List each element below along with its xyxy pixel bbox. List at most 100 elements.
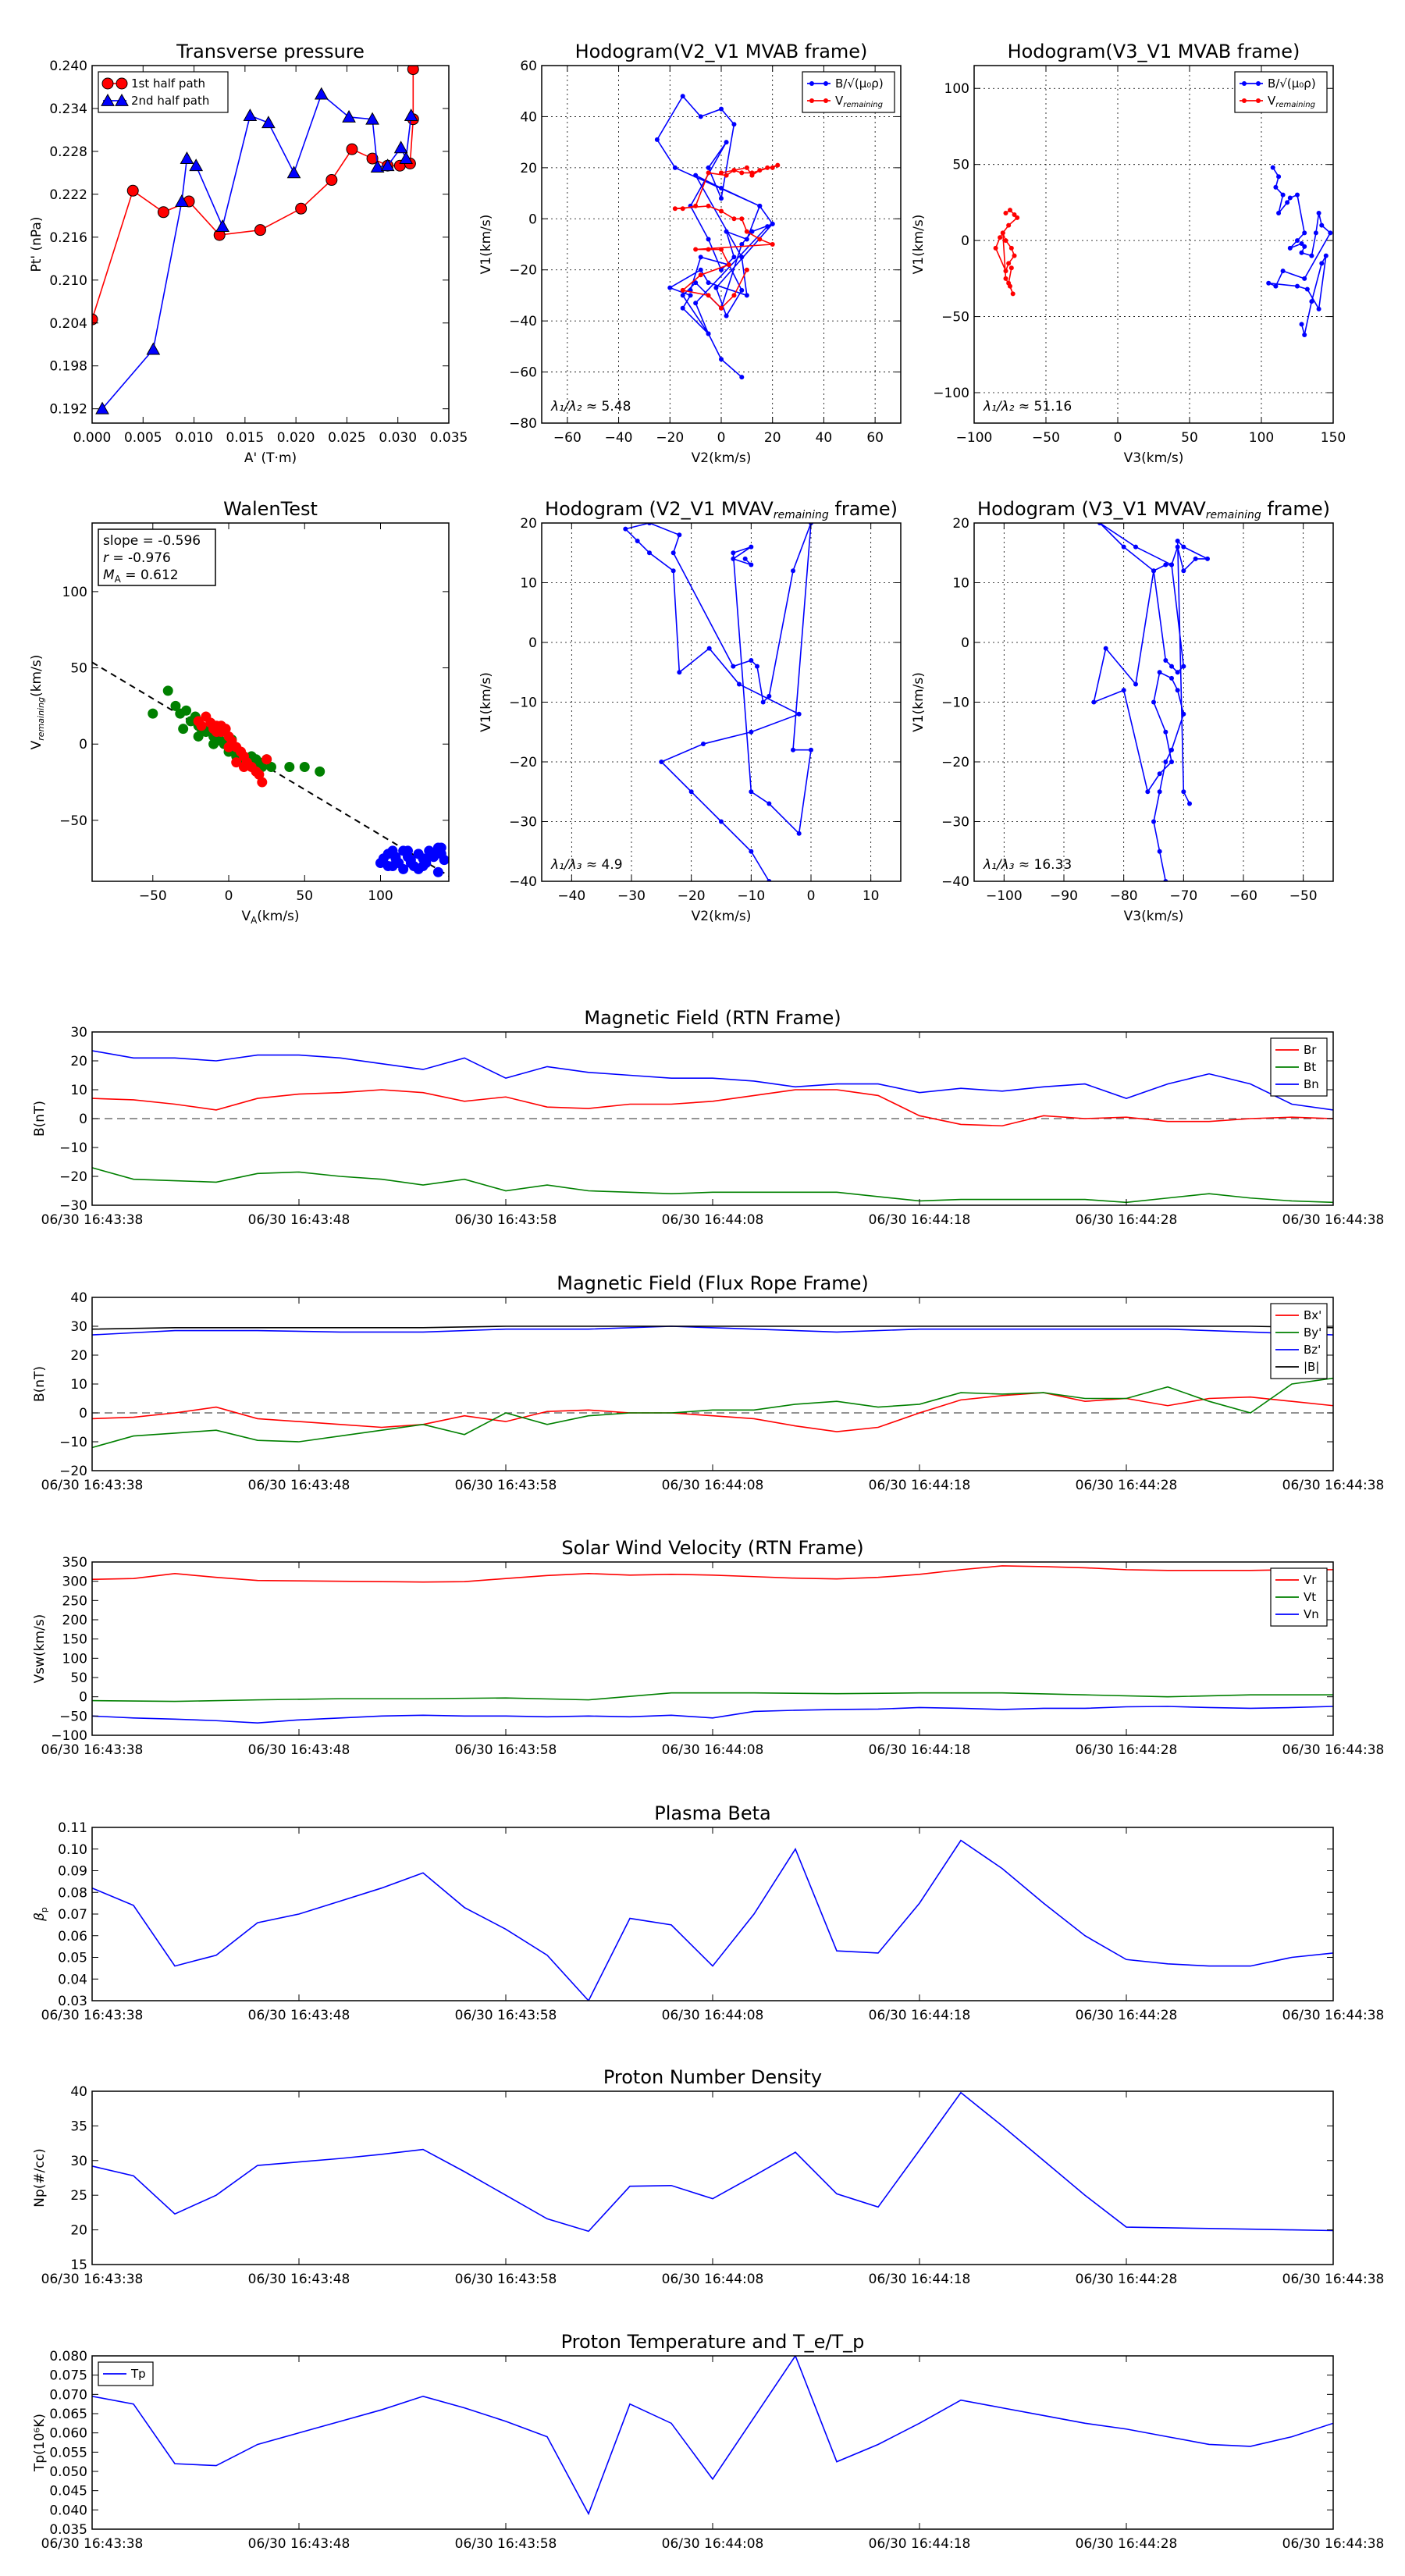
y-tick-label: 10 [952,576,969,592]
series-vr [92,1565,1333,1583]
y-tick-label: 100 [62,1651,87,1667]
data-point [744,237,749,242]
data-point [1133,681,1138,687]
data-point [1316,306,1321,311]
x-tick-label: 0.010 [175,430,213,446]
series-line [92,2091,1333,2233]
data-point [193,731,204,742]
axes-frame [91,1827,1334,2001]
data-point [1276,174,1282,180]
series-by- [92,1377,1333,1449]
data-point [286,165,301,179]
y-tick-label: 0.045 [49,2484,87,2500]
data-point [157,206,169,219]
x-tick-label: 06/30 16:43:38 [41,2008,144,2023]
data-point [739,254,745,260]
data-point [672,165,678,170]
data-point [399,151,414,164]
data-point [238,762,249,773]
data-point [1145,789,1151,795]
data-point [749,544,754,550]
y-axis-label: V1(km/s) [911,215,927,275]
series-tp [92,2356,1333,2516]
legend-label: Vr [1304,1573,1317,1587]
chart-beta: Plasma Beta 06/30 16:43:38 06/30 16:43:48 0… [32,1802,1384,2023]
y-tick-label: 50 [70,1670,87,1686]
series-line [92,1325,1333,1330]
axes-frame [91,65,450,424]
data-point [1319,261,1325,266]
data-point [731,556,736,561]
y-tick-label: −60 [509,365,537,381]
legend-label: 2nd half path [131,94,209,108]
y-tick-label: 0.09 [58,1864,87,1880]
y-tick-label: 0.050 [49,2464,87,2480]
data-point [1169,760,1174,764]
data-point [693,301,699,306]
data-point [706,170,711,176]
y-tick-label: 0 [79,1406,87,1421]
data-point [688,293,693,298]
y-tick-label: 50 [70,661,87,677]
series-line [92,1325,1333,1336]
y-tick-label: 0.222 [49,187,87,203]
series-vt [92,1692,1333,1703]
x-tick-label: 06/30 16:43:48 [248,2272,350,2287]
eigenvalue-ratio: λ₁/λ₃ ≈ 4.9 [550,857,623,873]
x-tick-label: 20 [764,430,781,446]
data-point [1302,244,1307,249]
y-axis-label: V1(km/s) [911,672,927,732]
x-tick-label: 0 [225,888,233,904]
y-axis-label: Tp(10⁶K) [32,2414,48,2472]
data-point [701,742,706,747]
x-tick-label: −20 [678,888,706,904]
data-point [706,331,711,336]
data-point [749,789,754,795]
y-tick-label: −20 [59,1464,87,1479]
x-tick-label: 06/30 16:43:38 [41,2272,144,2287]
y-tick-label: −20 [941,755,969,770]
data-point [95,401,109,415]
x-tick-label: 06/30 16:43:58 [455,1212,557,1228]
chart-title: Proton Temperature and T_e/T_p [561,2331,865,2353]
y-tick-label: 200 [62,1613,87,1628]
y-tick-label: 20 [70,1348,87,1364]
stats-line: MA = 0.612 [103,568,179,585]
x-tick-label: 06/30 16:43:58 [455,1478,557,1493]
y-axis-label: V1(km/s) [478,672,494,732]
data-point [680,94,685,99]
y-tick-label: 0.08 [58,1885,87,1901]
y-tick-label: 300 [62,1574,87,1590]
data-point [1181,544,1186,550]
legend-marker [809,81,814,86]
data-point [1169,675,1174,681]
data-point [731,122,737,127]
data-point [698,272,703,278]
y-tick-label: 0 [961,233,969,249]
chart-tp10: Proton Temperature and T_e/T_p 06/30 16:4… [32,2331,1384,2552]
data-point [770,221,775,226]
chart-title: Hodogram(V3_V1 MVAB frame) [1008,41,1300,62]
x-tick-label: 06/30 16:43:48 [248,1478,350,1493]
series-bx- [92,1392,1333,1432]
data-point [719,247,724,252]
data-point [148,708,158,719]
data-point [796,831,802,836]
data-point [719,186,724,191]
y-tick-label: 10 [520,576,537,592]
plot-area [92,1839,1333,2001]
data-point [1276,211,1282,216]
x-axis-label: VA(km/s) [241,909,299,926]
legend-marker [1242,81,1247,86]
plot-area [92,2091,1333,2233]
legend-marker [823,81,828,86]
data-point [315,766,325,777]
x-tick-label: 150 [1321,430,1346,446]
y-tick-label: −50 [59,1709,87,1724]
data-point [1287,195,1293,201]
y-tick-label: 0.216 [49,230,87,246]
data-point [1169,664,1174,669]
x-tick-label: 06/30 16:44:28 [1076,2536,1178,2552]
data-point [1181,711,1186,717]
x-axis-label: V3(km/s) [1124,450,1184,466]
